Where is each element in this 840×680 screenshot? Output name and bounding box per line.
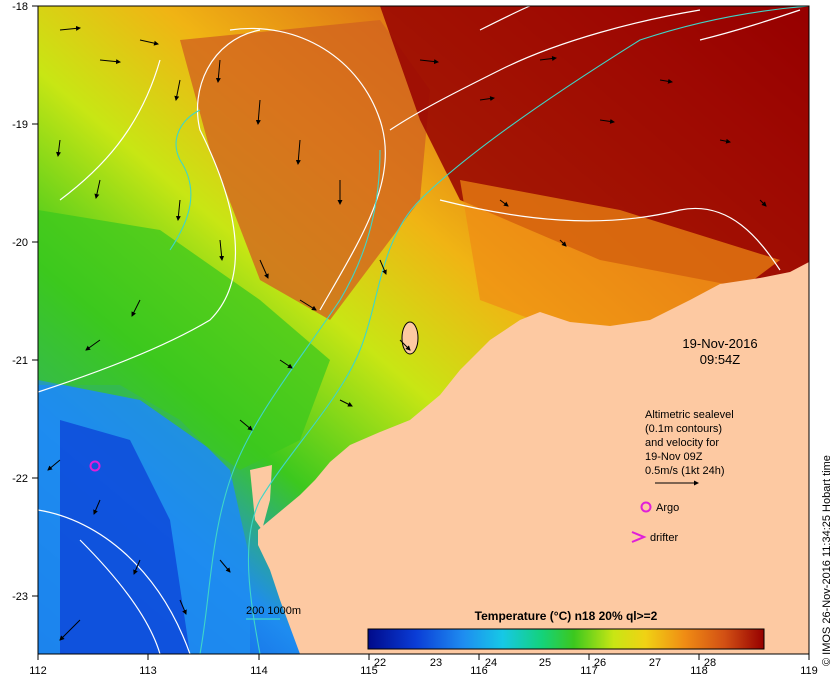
colorbar-tick: 25: [539, 657, 551, 669]
island: [401, 321, 419, 355]
colorbar-tick: 28: [704, 657, 716, 669]
credit-label: © IMOS 26-Nov-2016 11:34:25 Hobart time: [821, 455, 833, 666]
lat-tick-label: -20: [12, 237, 28, 249]
colorbar: Temperature (°C) n18 20% ql>=2 22 23 24 …: [367, 609, 765, 669]
colorbar-title: Temperature (°C) n18 20% ql>=2: [475, 609, 658, 623]
argo-legend-icon: [640, 501, 652, 513]
argo-float-marker: [89, 460, 101, 472]
lat-tick-label: -23: [12, 591, 28, 603]
colorbar-gradient: [367, 628, 765, 650]
legend-line: 19-Nov 09Z: [645, 451, 703, 463]
legend-line: Altimetric sealevel: [645, 409, 734, 421]
lat-tick-label: -19: [12, 119, 28, 131]
colorbar-tick: 27: [649, 657, 661, 669]
lon-tick-label: 117: [580, 665, 598, 677]
velocity-arrows: [47, 25, 767, 641]
colorbar-tick: 26: [594, 657, 606, 669]
lon-tick-label: 118: [690, 665, 708, 677]
lon-tick-label: 116: [470, 665, 488, 677]
lat-tick-label: -18: [12, 1, 28, 13]
time-label: 09:54Z: [700, 352, 741, 367]
colorbar-tick: 22: [374, 657, 386, 669]
warm-tongue: [180, 20, 430, 320]
warmest-water-region: [380, 6, 809, 300]
coolest-water-region: [60, 420, 190, 654]
lon-tick-label: 112: [29, 665, 47, 677]
bathy-legend: 200 1000m: [246, 605, 301, 620]
argo-legend-label: Argo: [656, 502, 679, 514]
lon-tick-label: 113: [139, 665, 157, 677]
lon-tick-labels: 112 113 114 115 116 117 118 119: [29, 665, 818, 677]
plot-frame: [37, 5, 810, 655]
bathy-legend-label: 200 1000m: [246, 605, 301, 617]
legend-line: and velocity for: [645, 437, 719, 449]
drifter-legend-icon: [631, 531, 647, 543]
land-mass: [258, 262, 809, 654]
drifter-legend-label: drifter: [650, 532, 678, 544]
plot-area: [38, 6, 809, 654]
warm-shelf-region: [460, 180, 780, 330]
legend: Altimetric sealevel (0.1m contours) and …: [631, 409, 734, 544]
date-label: 19-Nov-2016: [682, 336, 757, 351]
lat-tick-label: -21: [12, 355, 28, 367]
axis-ticks: [32, 5, 810, 660]
legend-line: 0.5m/s (1kt 24h): [645, 465, 724, 477]
bathy-contours: [169, 6, 809, 654]
sealevel-contours: [38, 6, 801, 654]
colorbar-tick: 23: [430, 657, 442, 669]
legend-line: (0.1m contours): [645, 423, 722, 435]
lon-tick-label: 115: [360, 665, 378, 677]
lon-tick-label: 114: [250, 665, 268, 677]
lat-tick-labels: -18 -19 -20 -21 -22 -23: [12, 1, 28, 603]
colorbar-tick: 24: [485, 657, 497, 669]
lon-tick-label: 119: [800, 665, 818, 677]
mid-temp-region: [38, 210, 330, 470]
lat-tick-label: -22: [12, 473, 28, 485]
